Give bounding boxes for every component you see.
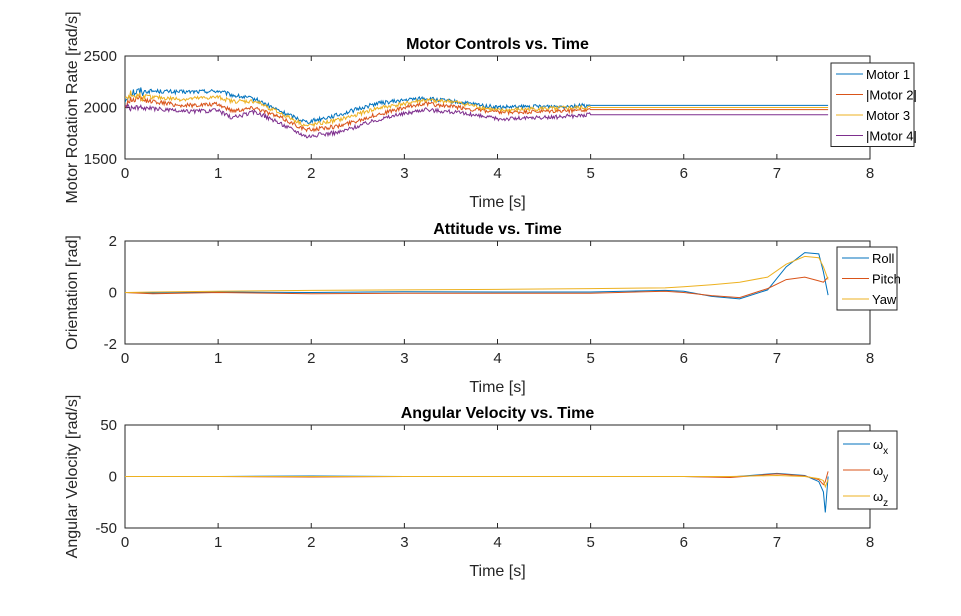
x-tick-label: 5	[586, 534, 594, 551]
legend-subscript: x	[883, 446, 888, 457]
y-tick-label: 2000	[84, 100, 117, 117]
x-tick-label: 1	[214, 165, 222, 182]
y-axis-label: Motor Rotation Rate [rad/s]	[64, 11, 81, 203]
x-tick-label: 5	[586, 350, 594, 367]
legend-entry: Pitch	[872, 272, 901, 287]
x-tick-label: 6	[680, 534, 688, 551]
series-line-3	[125, 255, 829, 293]
x-tick-label: 4	[493, 350, 501, 367]
y-axis-label: Angular Velocity [rad/s]	[64, 395, 81, 559]
series-line-3	[125, 90, 829, 128]
x-tick-label: 1	[214, 534, 222, 551]
y-tick-label: 0	[109, 469, 117, 486]
series-line-1	[125, 87, 829, 125]
legend-entry: |Motor 4|	[866, 129, 917, 144]
chart-title: Angular Velocity vs. Time	[401, 405, 595, 422]
y-tick-label: 0	[109, 285, 117, 302]
series-line-3	[125, 474, 829, 489]
chart-title: Attitude vs. Time	[433, 221, 562, 238]
x-tick-label: 3	[400, 350, 408, 367]
x-axis-label: Time [s]	[469, 379, 525, 396]
x-tick-label: 4	[493, 534, 501, 551]
y-tick-label: -2	[104, 336, 117, 353]
x-tick-label: 2	[307, 534, 315, 551]
legend-subscript: z	[883, 498, 888, 509]
chart-title: Motor Controls vs. Time	[406, 36, 589, 53]
x-tick-label: 8	[866, 165, 874, 182]
x-tick-label: 0	[121, 350, 129, 367]
y-tick-label: 50	[100, 417, 117, 434]
x-axis-label: Time [s]	[469, 194, 525, 211]
series-line-4	[125, 102, 829, 139]
x-tick-label: 8	[866, 350, 874, 367]
y-tick-label: 2	[109, 233, 117, 250]
legend-entry: Roll	[872, 251, 895, 266]
legend-box	[830, 62, 915, 147]
x-tick-label: 7	[773, 165, 781, 182]
x-tick-label: 8	[866, 534, 874, 551]
x-tick-label: 2	[307, 350, 315, 367]
legend-subscript: y	[883, 472, 888, 483]
series-line-2	[125, 276, 829, 299]
legend: Motor 1 |Motor 2| Motor 3 |Motor 4|	[830, 62, 917, 147]
legend-entry: Motor 1	[866, 67, 910, 82]
x-tick-label: 7	[773, 534, 781, 551]
y-tick-label: -50	[95, 520, 117, 537]
legend-entry: |Motor 2|	[866, 88, 917, 103]
x-tick-label: 0	[121, 165, 129, 182]
x-tick-label: 5	[586, 165, 594, 182]
y-axis-label: Orientation [rad]	[64, 235, 81, 350]
x-tick-label: 2	[307, 165, 315, 182]
x-tick-label: 0	[121, 534, 129, 551]
series-line-2	[125, 94, 829, 133]
x-tick-label: 3	[400, 534, 408, 551]
x-tick-label: 4	[493, 165, 501, 182]
x-tick-label: 7	[773, 350, 781, 367]
y-tick-label: 1500	[84, 151, 117, 168]
y-tick-label: 2500	[84, 48, 117, 65]
series-line-1	[125, 252, 829, 300]
x-tick-label: 3	[400, 165, 408, 182]
legend-entry: Yaw	[872, 292, 897, 307]
legend-entry: Motor 3	[866, 108, 910, 123]
x-tick-label: 6	[680, 350, 688, 367]
legend: Roll Pitch Yaw	[836, 246, 901, 311]
subplot-1: 0 1 2 3 4 5 6 7 8 1500 2000 2500 Motor Controls vs. …	[64, 11, 917, 211]
x-tick-label: 1	[214, 350, 222, 367]
x-tick-label: 6	[680, 165, 688, 182]
x-axis-label: Time [s]	[469, 563, 525, 580]
